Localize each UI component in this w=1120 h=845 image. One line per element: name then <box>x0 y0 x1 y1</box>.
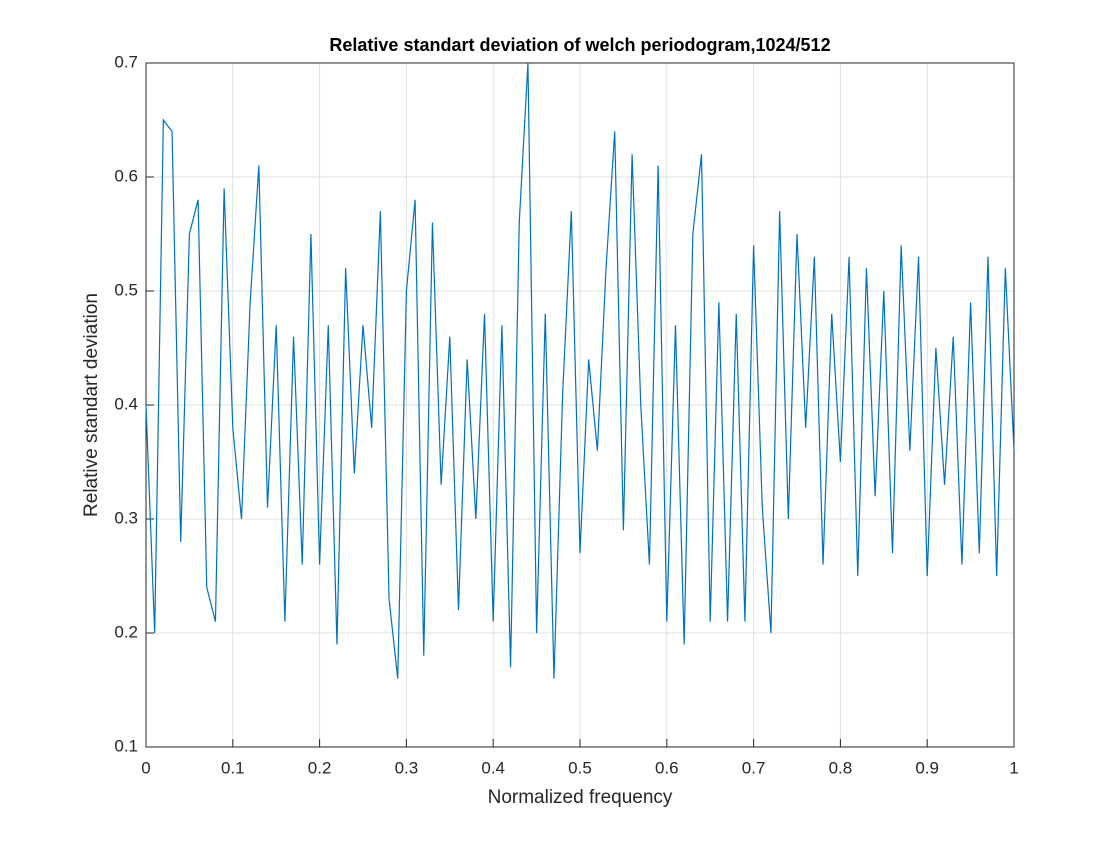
y-tick-label: 0.4 <box>114 394 138 413</box>
x-tick-label: 0.4 <box>481 758 505 777</box>
y-tick-label: 0.6 <box>114 166 138 185</box>
y-tick-label: 0.7 <box>114 52 138 71</box>
x-tick-label: 0.6 <box>655 758 679 777</box>
y-tick-label: 0.2 <box>114 622 138 641</box>
x-tick-label: 0.9 <box>915 758 939 777</box>
x-tick-label: 0 <box>141 758 150 777</box>
x-tick-label: 0.2 <box>308 758 332 777</box>
y-tick-label: 0.3 <box>114 508 138 527</box>
x-tick-label: 0.5 <box>568 758 592 777</box>
x-tick-label: 0.3 <box>395 758 419 777</box>
x-tick-label: 0.7 <box>742 758 766 777</box>
chart-title: Relative standart deviation of welch per… <box>329 35 830 55</box>
x-tick-label: 0.8 <box>829 758 853 777</box>
x-tick-label: 1 <box>1009 758 1018 777</box>
x-axis-label: Normalized frequency <box>488 787 673 808</box>
y-tick-label: 0.1 <box>114 736 138 755</box>
x-tick-label: 0.1 <box>221 758 245 777</box>
y-tick-label: 0.5 <box>114 280 138 299</box>
y-axis-label: Relative standart deviation <box>81 293 102 517</box>
data-line <box>145 62 1015 679</box>
